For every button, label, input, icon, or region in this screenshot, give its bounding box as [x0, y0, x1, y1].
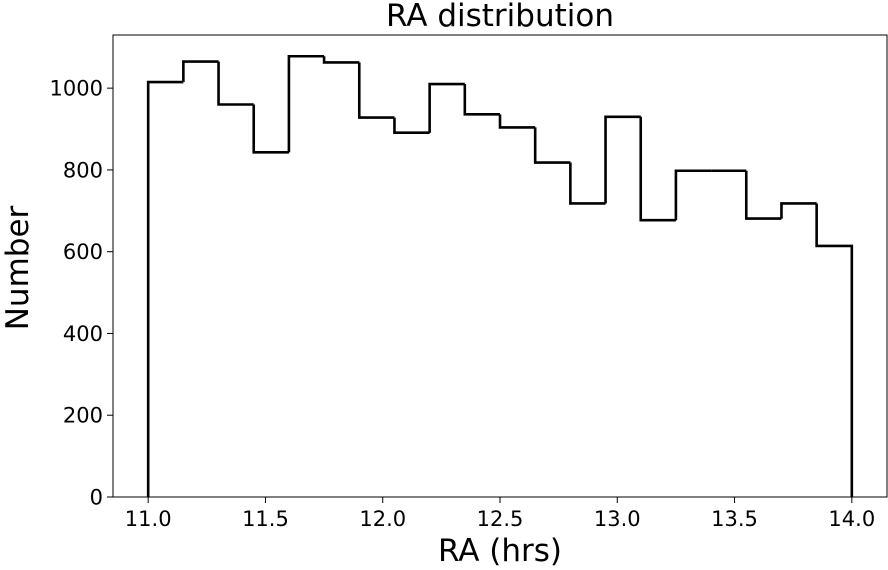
histogram-bin: [357, 62, 395, 119]
y-tick-label: 0: [90, 486, 103, 510]
histogram-bin: [146, 80, 184, 497]
histogram-bin: [674, 169, 712, 221]
histogram-bin: [533, 127, 571, 164]
x-tick-label: 13.5: [711, 507, 758, 531]
y-tick-label: 200: [63, 404, 103, 428]
y-axis: 0 200 400 600 800 1000: [50, 77, 113, 510]
y-tick-label: 1000: [50, 77, 103, 101]
x-tick-label: 12.5: [477, 507, 524, 531]
histogram-bin: [287, 54, 325, 153]
histogram-bin: [815, 203, 854, 497]
histogram-bin: [393, 117, 430, 135]
chart-title: RA distribution: [386, 0, 614, 34]
y-tick-label: 400: [63, 322, 103, 346]
y-axis-label: Number: [0, 205, 36, 330]
histogram-bin: [639, 116, 676, 222]
x-tick-label: 11.0: [125, 507, 172, 531]
plot-area: [146, 54, 854, 497]
histogram-bin: [217, 61, 254, 106]
x-axis-label: RA (hrs): [438, 533, 562, 569]
x-tick-label: 12.0: [359, 507, 406, 531]
histogram-bin: [780, 202, 817, 219]
histogram-bin: [182, 60, 219, 83]
histogram-bin: [604, 115, 641, 204]
y-tick-label: 600: [63, 240, 103, 264]
x-tick-label: 14.0: [828, 507, 875, 531]
histogram-bin: [498, 114, 536, 129]
histogram-bin: [428, 82, 465, 133]
histogram-bin: [322, 56, 360, 64]
histogram-bin: [569, 162, 606, 205]
histogram-bin: [252, 104, 289, 154]
x-tick-label: 13.0: [594, 507, 641, 531]
x-tick-label: 11.5: [242, 507, 289, 531]
x-axis: 11.0 11.5 12.0 12.5 13.0 13.5 14.0: [125, 497, 875, 531]
y-tick-label: 800: [63, 158, 103, 182]
histogram-bin: [744, 170, 782, 220]
histogram-bin: [463, 84, 500, 116]
